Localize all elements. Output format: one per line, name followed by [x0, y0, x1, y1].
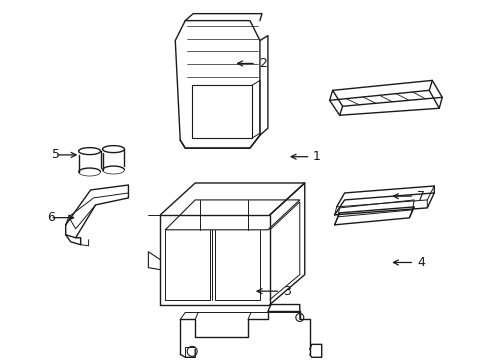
Text: 4: 4 [417, 256, 425, 269]
Text: 6: 6 [47, 211, 55, 224]
Text: 5: 5 [52, 148, 60, 161]
Text: 7: 7 [417, 190, 425, 203]
Text: 3: 3 [283, 285, 291, 298]
Text: 2: 2 [259, 57, 266, 70]
Text: 1: 1 [312, 150, 320, 163]
